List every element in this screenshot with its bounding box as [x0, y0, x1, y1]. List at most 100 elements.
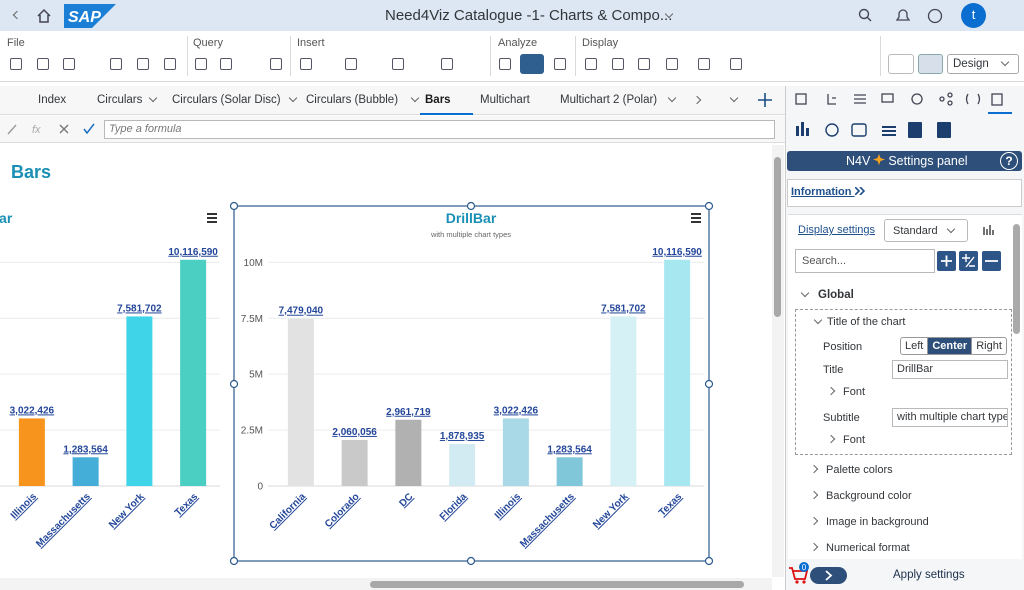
formula-icons: fx [6, 122, 98, 136]
toolbar-icon[interactable] [37, 58, 49, 70]
font-label[interactable]: Font [843, 386, 865, 398]
toolbar-icon[interactable] [392, 58, 404, 70]
tree-title-section[interactable]: Title of the chart [827, 316, 905, 328]
tab[interactable]: Index [38, 94, 66, 106]
tool-button[interactable] [918, 54, 943, 74]
toolbar-icon[interactable] [698, 58, 710, 70]
bar [288, 319, 314, 486]
toolbar-icon[interactable] [585, 58, 597, 70]
toolbar-icon[interactable] [666, 58, 678, 70]
active-tab-indicator [420, 113, 473, 115]
toolbar-icon[interactable] [270, 58, 282, 70]
position-option[interactable]: Right [971, 338, 1006, 354]
h-scroll-thumb[interactable] [370, 581, 744, 588]
toolbar-icon[interactable] [638, 58, 650, 70]
toolbar-icon[interactable] [164, 58, 176, 70]
tree-section[interactable]: Numerical format [826, 542, 910, 554]
toolbar-icon[interactable] [220, 58, 232, 70]
tab[interactable]: Multichart 2 (Polar) [560, 94, 657, 106]
toolbar-icon[interactable] [730, 58, 742, 70]
separator [187, 36, 188, 76]
title-section-box [795, 309, 1012, 455]
toolbar-icon[interactable] [499, 58, 511, 70]
x-tick-label: California [268, 491, 309, 532]
tree-section[interactable]: Image in background [826, 516, 929, 528]
value-label: 7,581,702 [601, 303, 646, 314]
cart[interactable] [788, 562, 848, 586]
font-label[interactable]: Font [843, 434, 865, 446]
apply-button[interactable]: Apply settings [893, 569, 965, 581]
title-input[interactable]: DrillBar [892, 360, 1008, 379]
chart-title: DrillBar [0, 210, 13, 226]
toolbar-icon[interactable] [300, 58, 312, 70]
search-input[interactable]: Search... [795, 249, 935, 273]
toolbar-icon[interactable] [63, 58, 75, 70]
bar [449, 444, 475, 486]
svg-text:fx: fx [32, 124, 41, 136]
tab[interactable]: Circulars (Solar Disc) [172, 94, 281, 106]
toolbar-icon[interactable] [110, 58, 122, 70]
v-scroll-thumb[interactable] [774, 157, 781, 317]
mode-select[interactable]: Design [947, 54, 1019, 74]
value-label: 3,022,426 [10, 405, 55, 416]
group-label: Insert [297, 37, 325, 49]
value-label: 2,060,056 [332, 427, 377, 438]
toolbar-icon[interactable] [137, 58, 149, 70]
separator [290, 36, 291, 76]
bar [610, 316, 636, 486]
toolbar-icon[interactable] [195, 58, 207, 70]
value-label: 3,022,426 [494, 405, 539, 416]
bar [664, 260, 690, 486]
position-label: Position [823, 341, 862, 353]
toolbar-icon[interactable] [441, 58, 453, 70]
x-tick-label: Massachusetts [518, 491, 577, 550]
separator [490, 36, 491, 76]
y-tick-label: 10M [244, 258, 263, 269]
charts-area: DrillBar02.5M5M7.5M10M3,022,426Illinois1… [0, 145, 770, 577]
formula-button[interactable] [520, 54, 544, 74]
y-tick-label: 2.5M [241, 426, 263, 437]
tool-button[interactable] [888, 54, 914, 74]
add-tab[interactable] [758, 93, 772, 107]
info-link[interactable]: Information [791, 186, 865, 198]
x-tick-label: New York [591, 491, 631, 531]
shell-icons [858, 8, 948, 24]
x-tick-label: Texas [657, 491, 685, 519]
title-label: Title [823, 364, 843, 376]
x-tick-label: DC [397, 491, 415, 509]
value-label: 7,581,702 [117, 303, 162, 314]
y-tick-label: 5M [249, 370, 263, 381]
home-icon[interactable] [36, 8, 52, 24]
tab[interactable]: Multichart [480, 94, 530, 106]
display-settings-link[interactable]: Display settings [798, 224, 875, 236]
toolbar-icon[interactable] [345, 58, 357, 70]
toolbar-icon[interactable] [10, 58, 22, 70]
position-option[interactable]: Left [901, 338, 927, 354]
toolbar-icon[interactable] [612, 58, 624, 70]
avatar[interactable]: t [961, 3, 986, 28]
help-button[interactable]: ? [1000, 152, 1018, 170]
filter-icon[interactable] [983, 224, 995, 236]
subtitle-input[interactable]: with multiple chart types [892, 408, 1008, 427]
tree-global[interactable]: Global [818, 289, 854, 301]
mode-dropdown[interactable]: Standard [884, 219, 968, 242]
double-arrow [855, 187, 865, 195]
value-label: 10,116,590 [168, 247, 218, 258]
tree-section[interactable]: Background color [826, 490, 912, 502]
h-scrollbar [0, 578, 772, 590]
bar [73, 457, 99, 486]
bar [19, 418, 45, 486]
bar [503, 418, 529, 486]
toolbar-icon[interactable] [554, 58, 566, 70]
x-tick-label: New York [107, 491, 147, 531]
y-tick-label: 7.5M [241, 314, 263, 325]
tree-section[interactable]: Palette colors [826, 464, 893, 476]
tab[interactable]: Bars [425, 94, 451, 106]
tab[interactable]: Circulars [97, 94, 142, 106]
formula-input[interactable]: Type a formula [104, 120, 775, 139]
expand-buttons[interactable] [937, 251, 1003, 271]
position-option[interactable]: Center [927, 338, 971, 354]
tab[interactable]: Circulars (Bubble) [306, 94, 398, 106]
panel-scroll-thumb[interactable] [1013, 224, 1020, 334]
